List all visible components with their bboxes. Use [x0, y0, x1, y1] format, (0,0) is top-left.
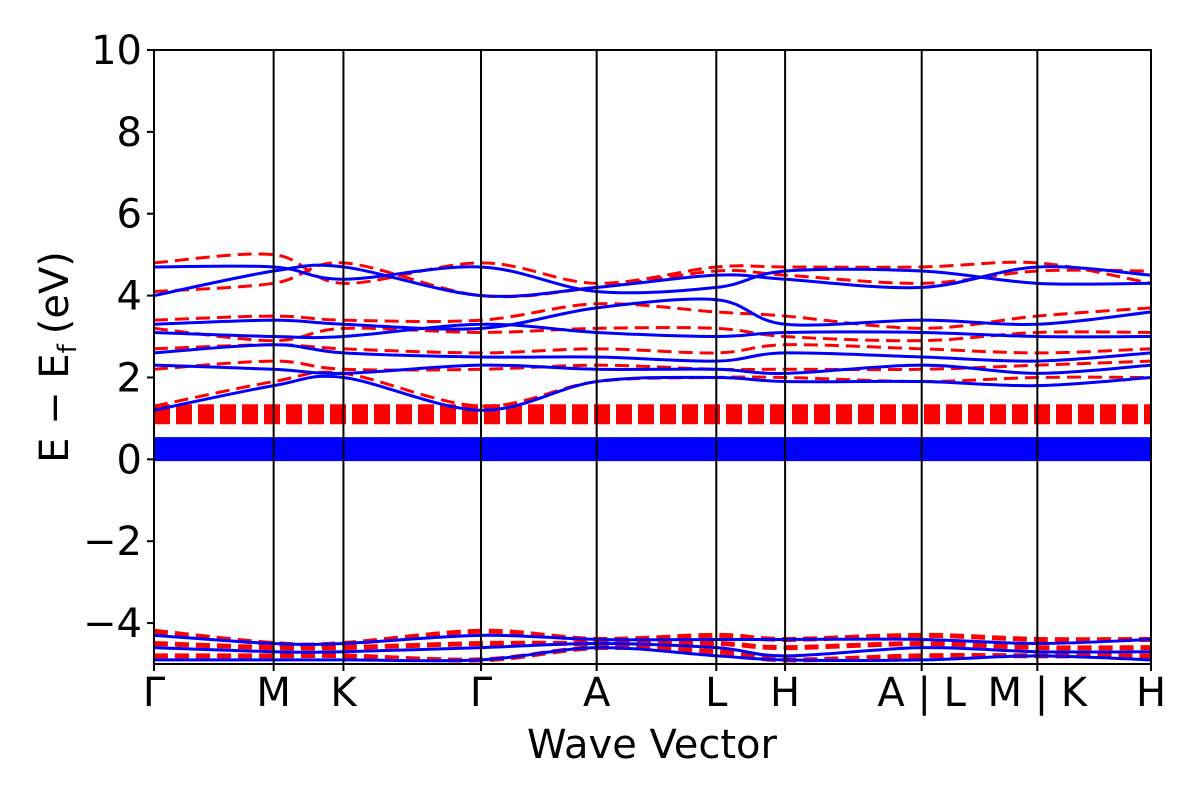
high-symmetry-lines: [272, 50, 1039, 664]
spin-down-band-3: [154, 302, 1151, 330]
spin-up-band-6: [154, 363, 1151, 375]
x-tick-label-6: H: [770, 670, 800, 716]
x-tick-label-5: L: [705, 670, 728, 716]
spin-up-band-10: [154, 646, 1151, 663]
plot-frame: [153, 49, 1152, 665]
x-tick-label-1: M: [256, 670, 291, 716]
spin-up-band-7: [154, 374, 1151, 412]
spin-down-band-2: [154, 252, 1151, 285]
x-tick-label-8: M | K: [988, 670, 1089, 716]
spin-down-band-5: [154, 343, 1151, 355]
x-tick-label-3: Γ: [470, 670, 493, 716]
spin-up-band-2: [154, 264, 1151, 295]
spin-down-band-4: [154, 326, 1151, 343]
spin-up-band-5: [154, 343, 1151, 363]
spin-down-band-10: [154, 644, 1151, 663]
y-axis-label: E − Ef (eV): [32, 251, 83, 463]
y-tick-label-5: 6: [117, 192, 142, 238]
spin-down-band-6: [154, 359, 1151, 372]
y-axis-ticks: −4 −2 0 2 4 6 8 10: [83, 28, 154, 647]
x-tick-label-4: A: [583, 670, 611, 716]
y-axis-label-unit: (eV): [32, 251, 78, 334]
y-axis-label-main: E − E: [32, 353, 78, 463]
x-tick-label-7: A | L: [877, 670, 966, 716]
x-axis-label: Wave Vector: [527, 722, 778, 768]
y-tick-label-3: 2: [117, 355, 142, 401]
y-tick-label-0: −4: [83, 601, 142, 647]
y-tick-label-7: 10: [91, 28, 142, 74]
x-tick-label-0: Γ: [143, 670, 166, 716]
x-tick-label-2: K: [330, 670, 358, 716]
y-axis-label-subscript: f: [53, 343, 83, 353]
spin-up-band-3: [154, 297, 1151, 331]
spin-up-band-4: [154, 322, 1151, 340]
x-tick-label-9: H: [1136, 670, 1166, 716]
y-tick-label-2: 0: [117, 437, 142, 483]
y-tick-label-1: −2: [83, 519, 142, 565]
y-tick-label-6: 8: [117, 110, 142, 156]
svg-text:E − Ef(eV): E − Ef (eV): [32, 251, 83, 463]
bands-layer: [154, 252, 1151, 663]
y-tick-label-4: 4: [117, 274, 142, 320]
spin-up-band-8: [154, 633, 1151, 647]
spin-up-band-9: [154, 642, 1151, 658]
